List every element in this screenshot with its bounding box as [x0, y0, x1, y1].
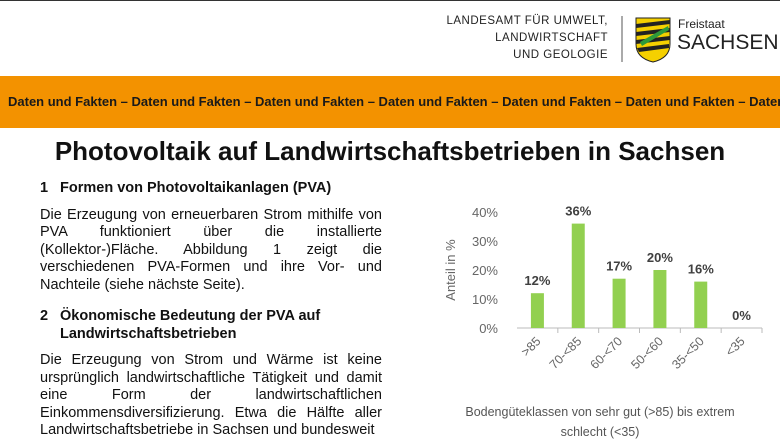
section-number: 1: [40, 180, 49, 196]
agency-line: UND GEOLOGIE: [513, 49, 608, 61]
agency-line: LANDESAMT FÜR UMWELT,: [446, 15, 608, 27]
agency-line: LANDWIRTSCHAFT: [495, 32, 608, 44]
y-tick-label: 0%: [479, 321, 498, 336]
value-label: 0%: [732, 308, 751, 323]
x-tick-label: 70-<85: [547, 334, 585, 372]
bar: [530, 293, 544, 328]
x-tick-label: 50-<60: [628, 334, 666, 372]
section-heading: 1 Formen von Photovoltaikanlagen (PVA): [40, 180, 382, 198]
section-title: Ökonomische Bedeutung der PVA auf Landwi…: [60, 308, 321, 342]
y-tick-label: 20%: [472, 263, 498, 278]
y-tick-label: 10%: [472, 292, 498, 307]
y-tick-label: 30%: [472, 234, 498, 249]
coat-of-arms: [635, 17, 671, 63]
section-title: Formen von Photovoltaikanlagen (PVA): [60, 180, 332, 196]
paragraph: Die Erzeugung von Strom und Wärme ist ke…: [40, 352, 382, 438]
x-tick-label: <35: [723, 334, 748, 359]
y-tick-label: 40%: [472, 205, 498, 220]
bar: [612, 278, 626, 328]
value-label: 16%: [688, 262, 714, 277]
banner: Daten und Fakten – Daten und Fakten – Da…: [0, 76, 780, 128]
state-small: Freistaat: [678, 17, 725, 31]
section: 2 Ökonomische Bedeutung der PVA auf Landw…: [40, 308, 382, 440]
document-title: Photovoltaik auf Landwirtschaftsbetriebe…: [54, 136, 726, 166]
value-label: 36%: [565, 204, 591, 219]
bar: [653, 270, 667, 328]
x-tick-label: >85: [519, 334, 544, 359]
value-label: 17%: [606, 259, 632, 274]
bar: [571, 223, 585, 328]
value-label: 20%: [647, 250, 673, 265]
top-rule: [0, 0, 780, 1]
state-large: SACHSEN: [677, 31, 779, 54]
value-label: 12%: [524, 273, 550, 288]
section: 1 Formen von Photovoltaikanlagen (PVA) Di…: [40, 180, 382, 294]
x-tick-label: 35-<50: [669, 334, 707, 372]
section-number: 2: [40, 308, 49, 324]
section-heading: 2 Ökonomische Bedeutung der PVA auf Landw…: [40, 308, 382, 343]
y-axis-label: Anteil in %: [443, 239, 458, 301]
bar: [694, 281, 708, 328]
x-tick-label: 60-<70: [588, 334, 626, 372]
x-axis-label: Bodengüteklassen von sehr gut (>85) bis …: [465, 405, 735, 439]
header: LANDESAMT FÜR UMWELT, LANDWIRTSCHAFT UND…: [446, 15, 779, 63]
paragraph: Die Erzeugung von erneuerbaren Strom mit…: [40, 206, 382, 293]
